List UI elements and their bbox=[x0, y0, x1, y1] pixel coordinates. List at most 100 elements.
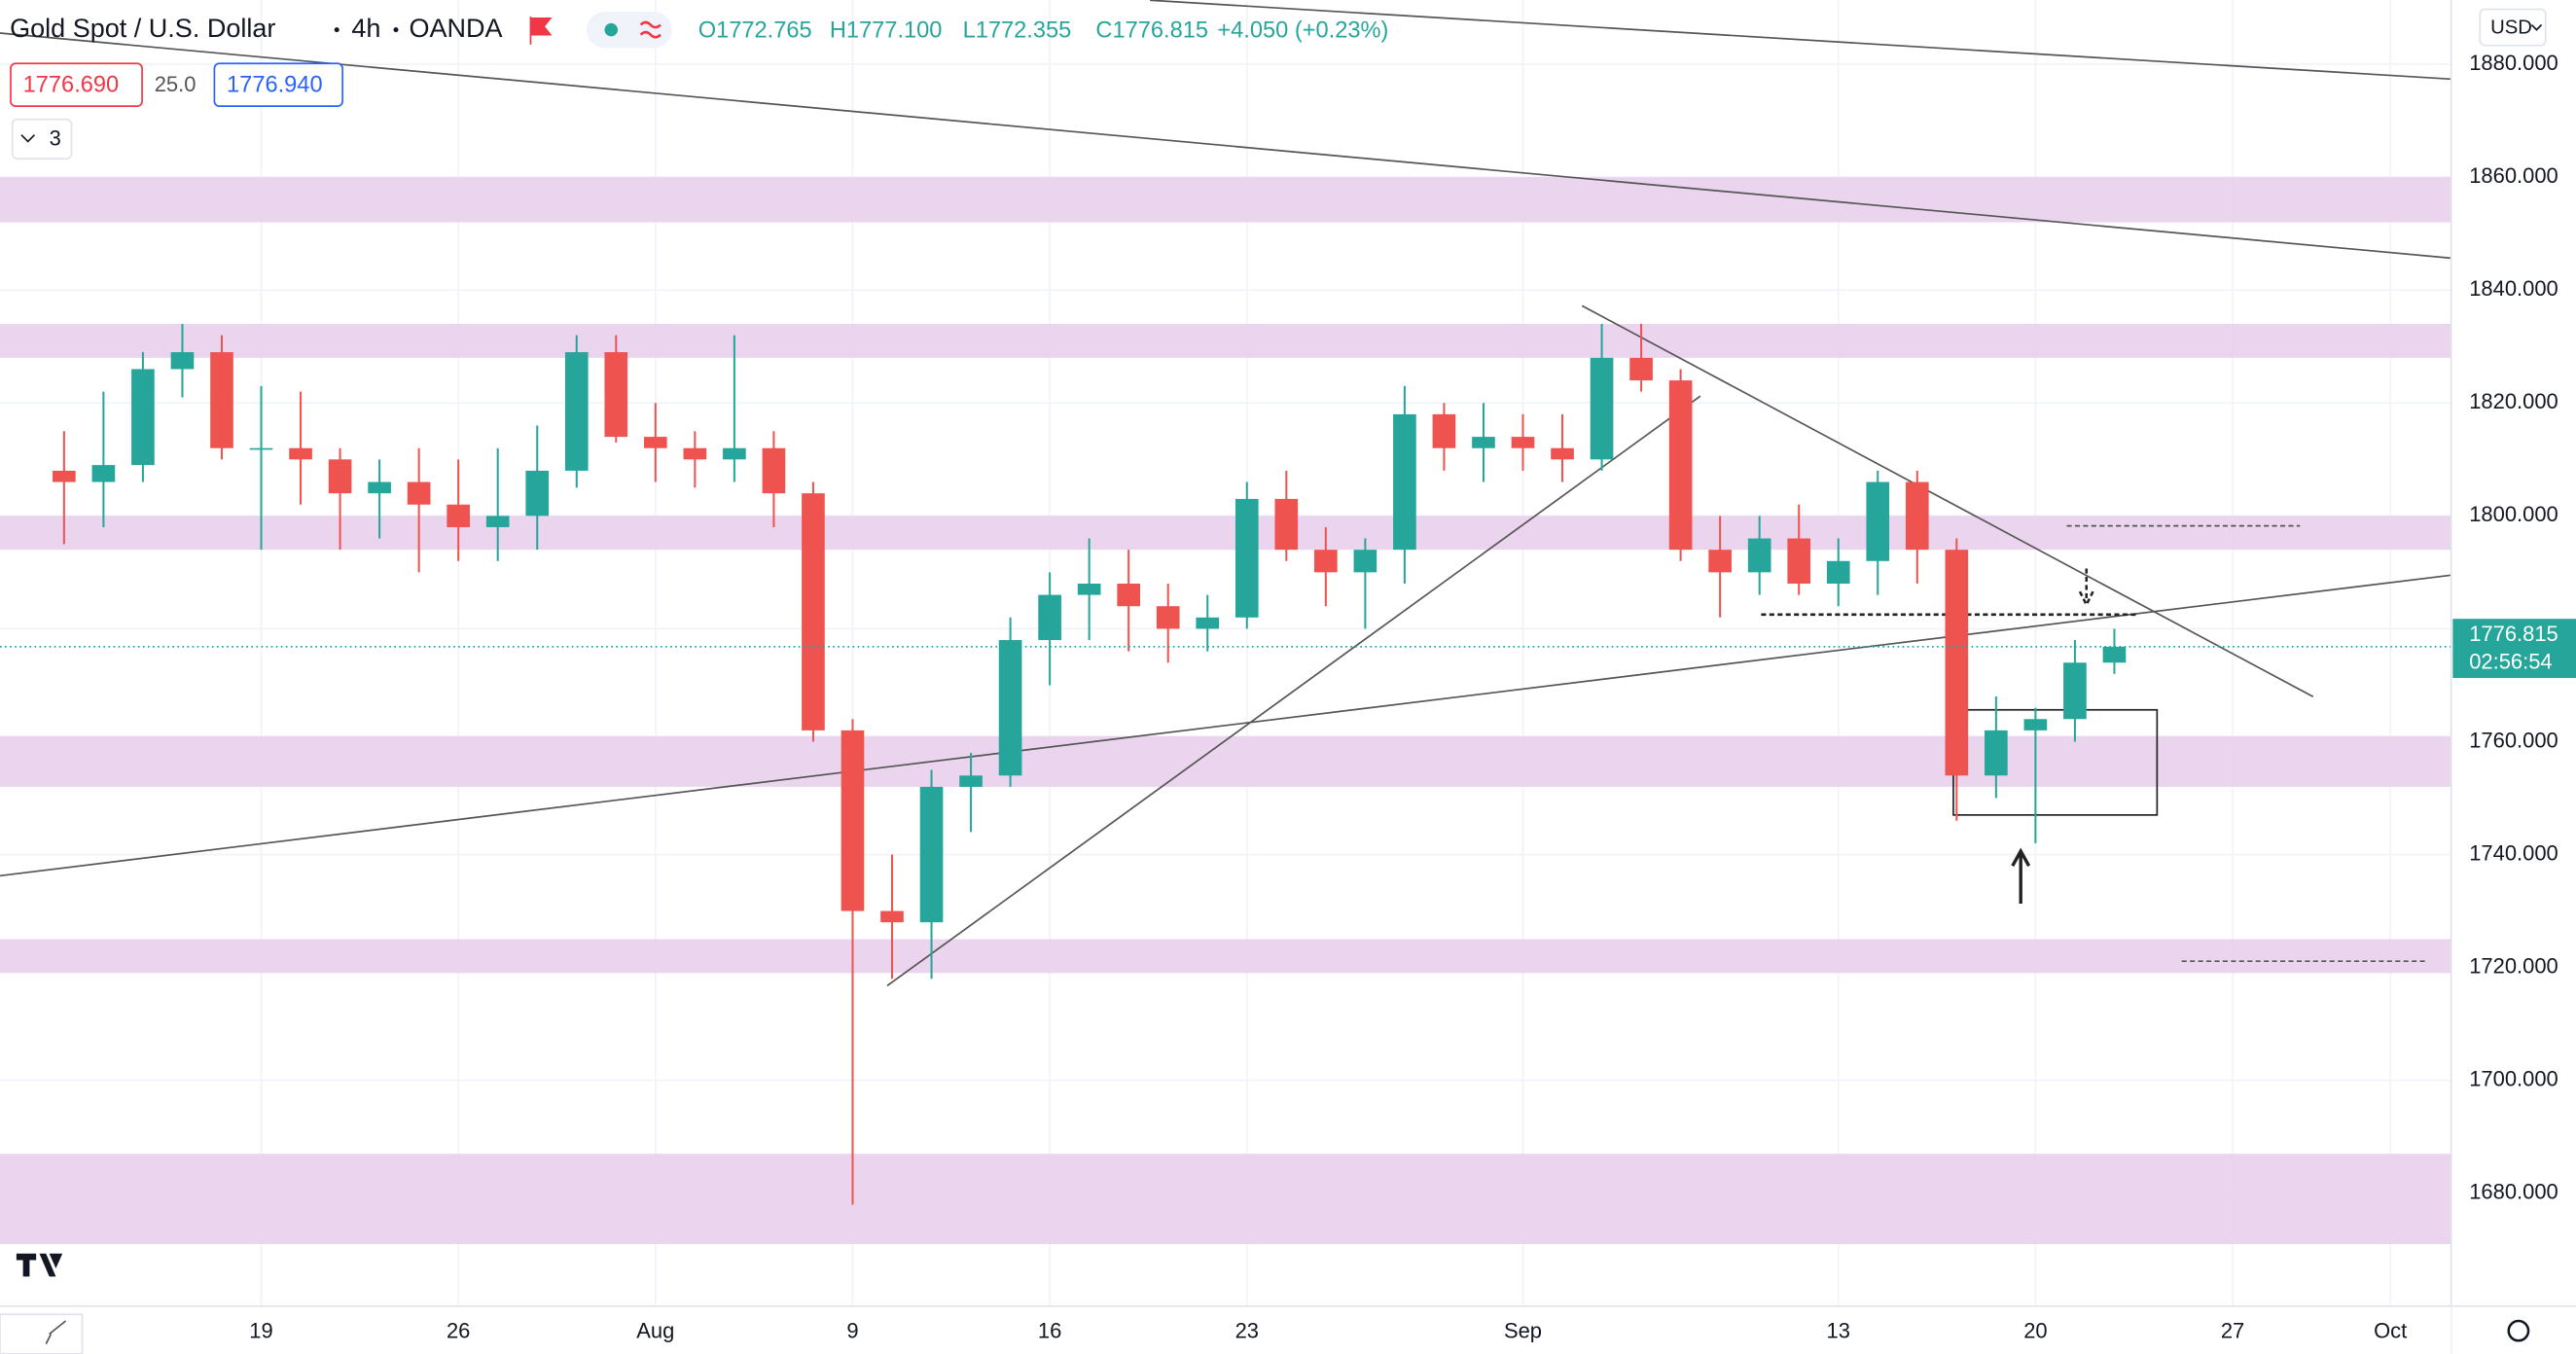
candle-body bbox=[1590, 357, 1614, 460]
candle-body bbox=[407, 481, 431, 505]
candle-body bbox=[53, 470, 76, 482]
candle-body bbox=[1668, 380, 1693, 551]
candle-body bbox=[1708, 550, 1732, 573]
separator bbox=[334, 27, 340, 33]
candle-body bbox=[1747, 538, 1771, 573]
candle-body bbox=[249, 447, 273, 450]
indicators-toggle[interactable] bbox=[11, 118, 73, 160]
change: +4.050 (+0.23%) bbox=[1217, 18, 1388, 44]
candle-body bbox=[564, 352, 589, 471]
zone bbox=[0, 516, 2451, 551]
candle-body bbox=[91, 465, 116, 482]
trend-line bbox=[1581, 304, 2314, 698]
interval: 4h bbox=[351, 14, 380, 43]
y-tick-label: 1680.000 bbox=[2469, 1180, 2558, 1204]
y-tick-label: 1880.000 bbox=[2469, 51, 2558, 75]
separator bbox=[393, 27, 399, 33]
sell-button[interactable] bbox=[10, 62, 143, 107]
candle-body bbox=[1472, 437, 1495, 448]
candle-body bbox=[880, 910, 904, 923]
zone bbox=[0, 177, 2451, 223]
trend-line bbox=[0, 32, 2451, 260]
zone-layer bbox=[0, 177, 2451, 1244]
delay-icon bbox=[639, 20, 662, 39]
candle-body bbox=[1787, 538, 1811, 584]
y-tick-label: 1820.000 bbox=[2469, 389, 2558, 413]
candle-body bbox=[1077, 583, 1101, 595]
candle-body bbox=[1511, 437, 1535, 448]
x-tick-label: Aug bbox=[636, 1319, 674, 1343]
market-open-icon bbox=[604, 22, 618, 37]
logo[interactable] bbox=[16, 1253, 63, 1277]
candle-body bbox=[210, 352, 233, 448]
indicators-count[interactable]: 3 bbox=[50, 126, 61, 151]
y-tick-label: 1760.000 bbox=[2469, 728, 2558, 752]
candle-body bbox=[1432, 413, 1456, 448]
ohlc-open: O1772.765 bbox=[698, 18, 812, 44]
buy-price[interactable]: 1776.940 bbox=[227, 72, 323, 97]
candle-body bbox=[1629, 357, 1653, 381]
buy-button[interactable] bbox=[213, 62, 343, 107]
chevron bbox=[20, 134, 36, 143]
x-tick-label: Oct bbox=[2374, 1319, 2407, 1343]
drawing-tool-button[interactable] bbox=[0, 1313, 84, 1354]
candle-body bbox=[289, 447, 312, 460]
candle-body bbox=[1985, 730, 2008, 776]
zone bbox=[0, 1154, 2451, 1244]
candle-body bbox=[959, 775, 983, 787]
candle-body bbox=[841, 730, 865, 911]
down-arrow bbox=[2078, 568, 2094, 608]
sell-price[interactable]: 1776.690 bbox=[23, 72, 120, 97]
candle-body bbox=[131, 369, 155, 466]
candle-body bbox=[2102, 646, 2127, 663]
zone bbox=[0, 324, 2451, 358]
symbol-name: Gold Spot / U.S. Dollar bbox=[10, 14, 275, 43]
candle-body bbox=[525, 470, 550, 517]
ohlc-high: H1777.100 bbox=[830, 18, 943, 44]
y-tick-label: 1860.000 bbox=[2469, 163, 2558, 188]
currency[interactable]: USD bbox=[2490, 17, 2532, 38]
up-arrow bbox=[2011, 847, 2031, 905]
y-tick-label: 1700.000 bbox=[2469, 1066, 2558, 1090]
ohlc-low: L1772.355 bbox=[963, 18, 1072, 44]
x-tick-label: 23 bbox=[1235, 1319, 1259, 1343]
y-tick-label: 1720.000 bbox=[2469, 953, 2558, 978]
flag-icon[interactable] bbox=[529, 17, 553, 45]
last-price-tag bbox=[2452, 619, 2576, 678]
currency-button[interactable] bbox=[2479, 8, 2547, 47]
candle-body bbox=[1196, 617, 1220, 629]
candle-body bbox=[447, 504, 470, 527]
y-tick-label: 1740.000 bbox=[2469, 840, 2558, 865]
trend-line bbox=[0, 574, 2451, 877]
y-tick-label: 1800.000 bbox=[2469, 502, 2558, 526]
pencil-icon bbox=[45, 1320, 67, 1345]
last-price-label: 1776.815 bbox=[2469, 622, 2558, 646]
candle-body bbox=[1866, 481, 1890, 561]
candle-body bbox=[1945, 550, 1969, 776]
candle-body bbox=[644, 437, 667, 448]
x-tick-label: 16 bbox=[1038, 1319, 1061, 1343]
candle-body bbox=[368, 481, 391, 494]
zone bbox=[0, 939, 2451, 974]
exchange: OANDA bbox=[410, 14, 503, 43]
candle-body bbox=[1234, 498, 1259, 618]
ohlc-close: C1776.815 bbox=[1095, 18, 1208, 44]
candle-body bbox=[2023, 719, 2048, 730]
time-axis bbox=[0, 1305, 2451, 1354]
x-tick-label: 13 bbox=[1827, 1319, 1850, 1343]
status-pill[interactable] bbox=[586, 12, 672, 49]
candle-body bbox=[1353, 550, 1377, 573]
candle-body bbox=[802, 493, 825, 730]
countdown: 02:56:54 bbox=[2469, 650, 2552, 674]
candle-body bbox=[1117, 583, 1141, 607]
x-tick-label: 27 bbox=[2221, 1319, 2244, 1343]
candle-body bbox=[485, 516, 510, 527]
x-tick-label: 9 bbox=[846, 1319, 858, 1343]
candle-body bbox=[1551, 447, 1574, 460]
settings-icon[interactable] bbox=[2507, 1319, 2530, 1342]
chevron bbox=[2530, 23, 2543, 31]
trend-line bbox=[1150, 0, 2451, 81]
spread: 25.0 bbox=[155, 72, 197, 96]
